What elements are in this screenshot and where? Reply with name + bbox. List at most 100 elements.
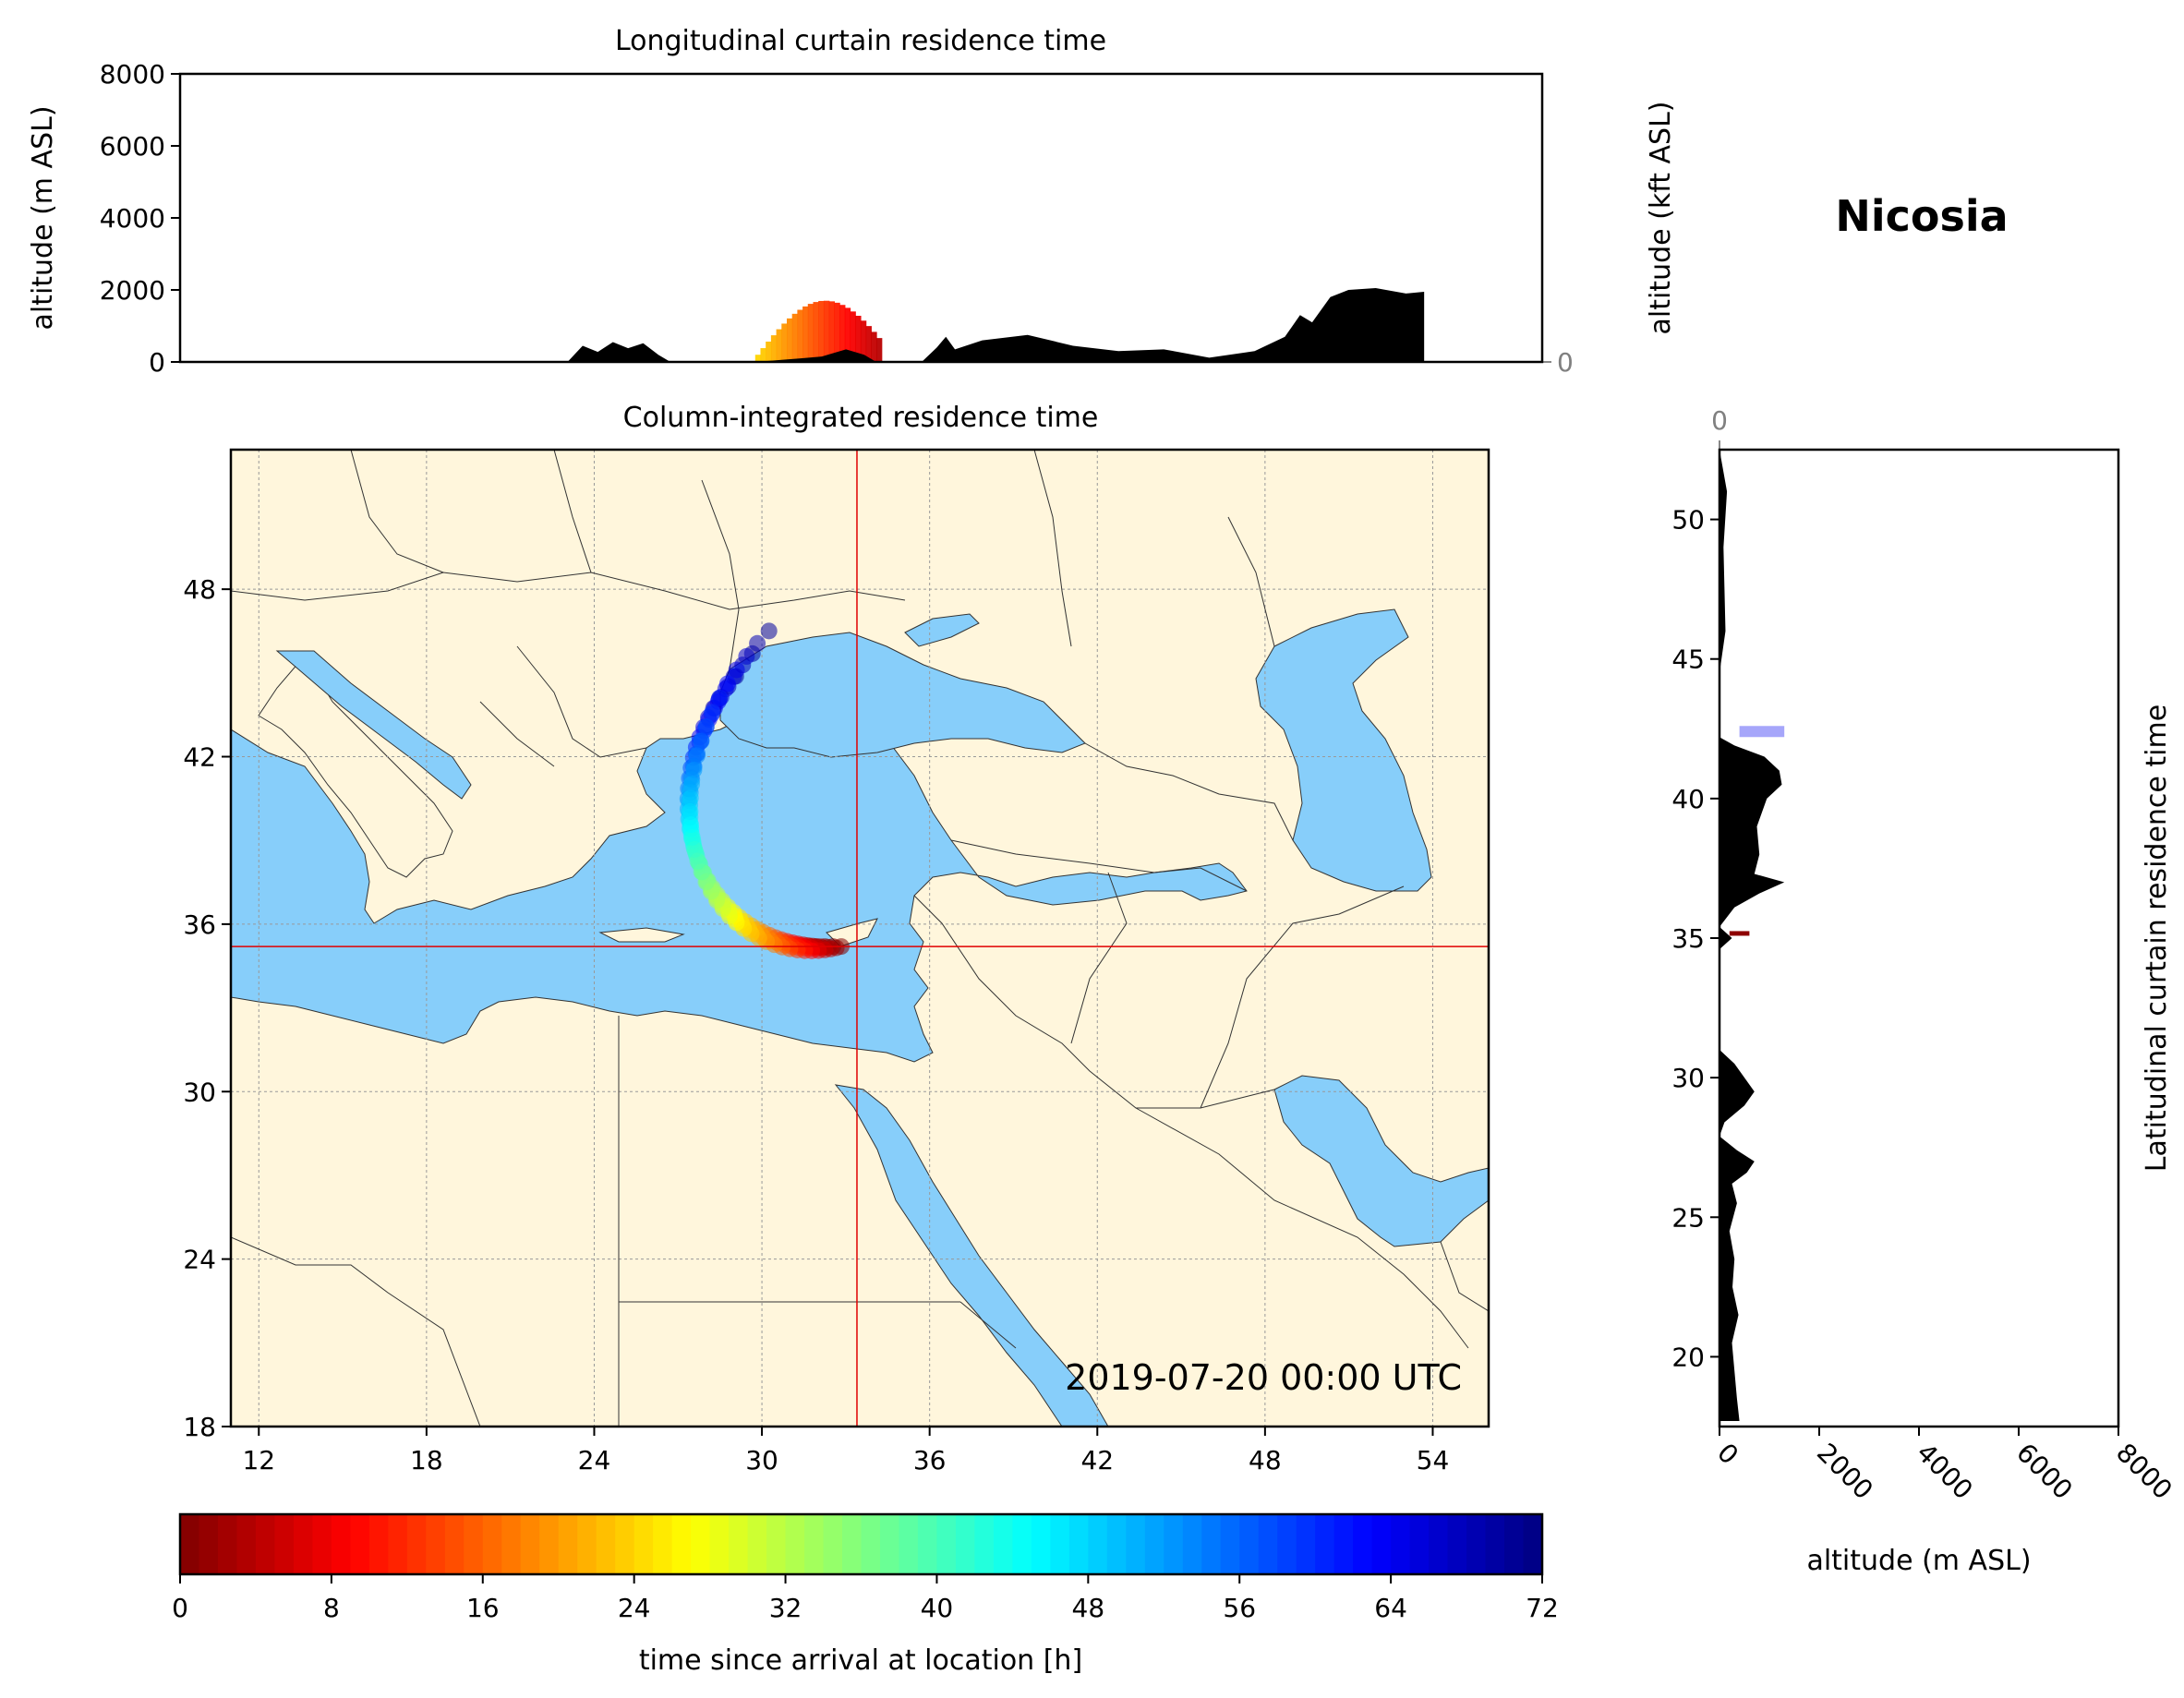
colorbar-cell [615, 1514, 635, 1574]
colorbar-cell [444, 1514, 465, 1574]
map-xtick-label: 12 [242, 1445, 275, 1475]
map-xtick-label: 24 [578, 1445, 611, 1475]
crete-island [598, 927, 685, 943]
location-title: Nicosia [1835, 191, 2008, 241]
top-plume-cell [823, 300, 830, 362]
colorbar-cell [1088, 1514, 1108, 1574]
map-plume-cell [682, 789, 699, 807]
colorbar-cell [482, 1514, 503, 1574]
colorbar-cell [217, 1514, 238, 1574]
map-plume-cell [711, 689, 729, 706]
map-plume-cell [685, 761, 703, 778]
top-plume-cell [791, 313, 799, 362]
right-ytick-label: 50 [1671, 505, 1705, 536]
top-plume-cell [871, 331, 877, 362]
colorbar-cell [785, 1514, 805, 1574]
colorbar-cell [729, 1514, 749, 1574]
top-ytick-label: 8000 [100, 59, 165, 90]
colorbar-tick-label: 24 [618, 1593, 651, 1623]
top-plume-cell [766, 341, 772, 362]
top-plume-cell [754, 355, 762, 362]
map-plume-cell [718, 675, 736, 692]
top-plume-cell [844, 307, 851, 362]
top-plume-cell [855, 315, 862, 362]
top-frame [178, 72, 1544, 364]
map-axes: 12 18 24 30 36 42 48 54 18 24 30 36 42 48 [183, 574, 1449, 1475]
black-sea [719, 632, 1086, 758]
top-ytick-label: 2000 [100, 275, 165, 306]
top-plume-cell [860, 320, 867, 362]
map-plume-cell [749, 634, 766, 652]
colorbar-cell [1182, 1514, 1203, 1574]
top-plume-cell [875, 338, 883, 362]
colorbar-tick-label: 0 [172, 1593, 188, 1623]
top-ylabel: altitude (m ASL) [27, 105, 59, 330]
right-xtick-top-label: 0 [1711, 405, 1728, 436]
timestamp-label: 2019-07-20 00:00 UTC [1065, 1357, 1462, 1398]
colorbar-cell [747, 1514, 767, 1574]
colorbar-cell [671, 1514, 692, 1574]
colorbar-tick-label: 48 [1072, 1593, 1105, 1623]
colorbar-cell [331, 1514, 352, 1574]
map-plume-cell [683, 776, 701, 793]
colorbar-cell [766, 1514, 787, 1574]
colorbar-label: time since arrival at location [h] [639, 1644, 1082, 1677]
colorbar-cell [312, 1514, 332, 1574]
map-plume-cell [704, 704, 721, 721]
map-plume-cell [682, 802, 699, 820]
colorbar-frame [178, 1512, 1544, 1576]
colorbar-cell [350, 1514, 370, 1574]
colorbar-cell [1258, 1514, 1278, 1574]
colorbar-cell [709, 1514, 730, 1574]
colorbar-cells [180, 1514, 1543, 1574]
map-plume-cell [688, 747, 706, 765]
top-plume-cell [802, 306, 809, 362]
top-ytick-label: 6000 [100, 131, 165, 162]
colorbar-tick-label: 64 [1374, 1593, 1407, 1623]
colorbar-tick-label: 56 [1223, 1593, 1256, 1623]
right-xlabel: altitude (m ASL) [1806, 1545, 2031, 1577]
right-ytick-label: 35 [1671, 923, 1705, 954]
colorbar-cell [293, 1514, 314, 1574]
colorbar-cell [1239, 1514, 1260, 1574]
persian-gulf [1273, 1075, 1489, 1247]
colorbar-cell [1164, 1514, 1184, 1574]
top-ytick-label: 4000 [100, 203, 165, 234]
map-plume-cell [693, 732, 710, 750]
colorbar-cell [1201, 1514, 1222, 1574]
country-borders [231, 450, 1489, 1427]
colorbar-cell [1409, 1514, 1430, 1574]
colorbar-cell [653, 1514, 673, 1574]
map-plume-cell [697, 718, 715, 736]
top-plume-cell [850, 311, 856, 362]
top-plume-cell [813, 302, 819, 362]
right-ylabel: Latitudinal curtain residence time [2141, 704, 2173, 1172]
colorbar-panel: 0 8 16 24 32 40 48 56 64 72 time since arrival at… [172, 1512, 1559, 1677]
map-ytick-label: 48 [183, 574, 216, 605]
colorbar-cell [1031, 1514, 1052, 1574]
colorbar-cell [1012, 1514, 1032, 1574]
colorbar-cell [1391, 1514, 1411, 1574]
right-plume-cell [1729, 931, 1750, 936]
top-plume-cell [776, 329, 783, 362]
colorbar-cell [899, 1514, 919, 1574]
top-plume-cell [781, 323, 788, 362]
right-ytick-label: 45 [1671, 644, 1705, 675]
top-terrain-area [567, 288, 1425, 362]
map-xtick-label: 54 [1417, 1445, 1450, 1475]
colorbar-cell [804, 1514, 825, 1574]
colorbar-cell [464, 1514, 484, 1574]
top-axes: 02000400060008000050100 [100, 59, 1574, 378]
right-plume-cell [1739, 726, 1785, 738]
colorbar-axes: 0 8 16 24 32 40 48 56 64 72 [172, 1574, 1559, 1623]
map-ytick-label: 18 [183, 1412, 216, 1442]
colorbar-cell [368, 1514, 390, 1574]
colorbar-cell [520, 1514, 541, 1574]
colorbar-cell [861, 1514, 881, 1574]
map-xtick-label: 42 [1080, 1445, 1114, 1475]
colorbar-cell [406, 1514, 428, 1574]
map-gridlines [231, 450, 1489, 1427]
colorbar-cell [1447, 1514, 1467, 1574]
colorbar-cell [596, 1514, 616, 1574]
map-frame [229, 448, 1490, 1428]
